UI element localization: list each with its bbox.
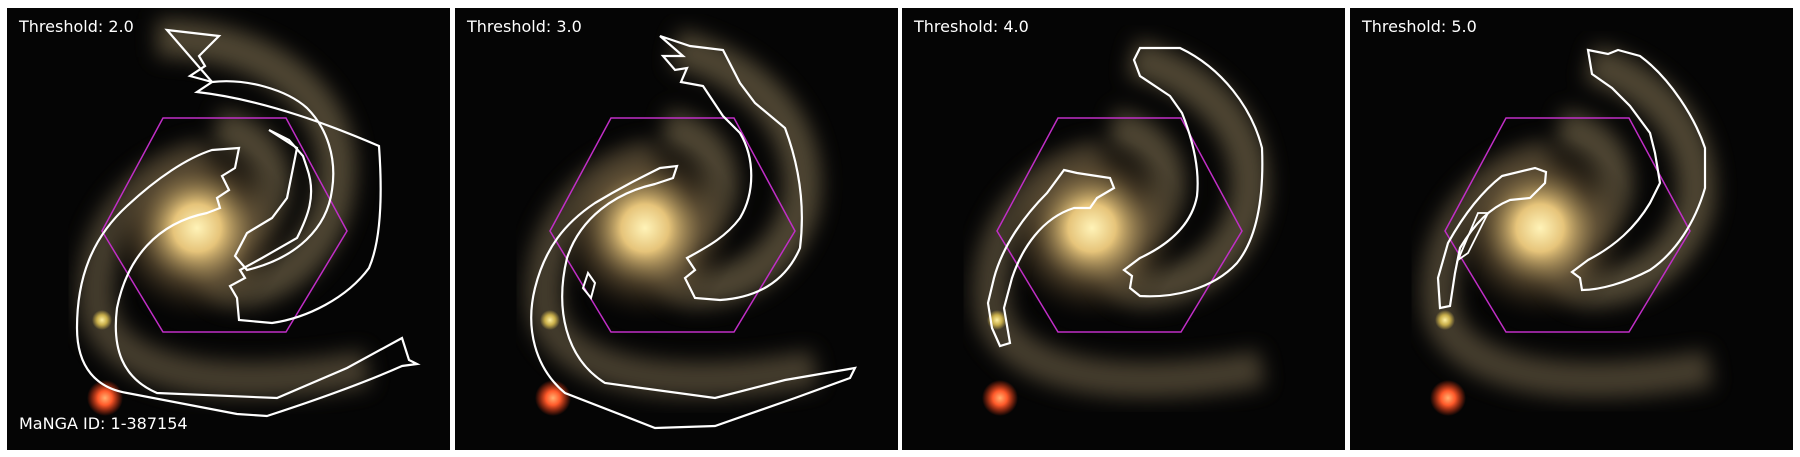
- panel-title: Threshold: 2.0: [19, 17, 134, 36]
- ifu-hexagon: [1444, 117, 1691, 333]
- contour-fragment: [581, 270, 597, 301]
- contour-outline-inner-arm: [530, 164, 857, 430]
- ifu-hexagon: [549, 117, 796, 333]
- ifu-hexagon: [101, 117, 348, 333]
- panel-title: Threshold: 3.0: [467, 17, 582, 36]
- galaxy-image: [1350, 8, 1793, 450]
- panel-title: Threshold: 4.0: [914, 17, 1029, 36]
- galaxy-image: [902, 8, 1345, 450]
- contour-fragment: [1455, 212, 1490, 263]
- contour-outline: [164, 28, 382, 325]
- manga-id-label: MaNGA ID: 1-387154: [19, 414, 188, 433]
- ifu-hexagon: [996, 117, 1243, 333]
- contour-outline-inner-arm: [75, 146, 421, 418]
- contour-outline: [659, 34, 803, 302]
- panel-threshold-4: Threshold: 4.0: [902, 8, 1345, 450]
- contour-outline: [1570, 48, 1707, 292]
- panel-threshold-3: Threshold: 3.0: [455, 8, 898, 450]
- galaxy-image: [7, 8, 450, 450]
- panel-title: Threshold: 5.0: [1362, 17, 1477, 36]
- contour-outline-inner-arm: [986, 168, 1116, 348]
- contour-outline: [1122, 46, 1264, 298]
- panel-threshold-2: Threshold: 2.0 MaNGA ID: 1-387154: [7, 8, 450, 450]
- panel-threshold-5: Threshold: 5.0: [1350, 8, 1793, 450]
- galaxy-image: [455, 8, 898, 450]
